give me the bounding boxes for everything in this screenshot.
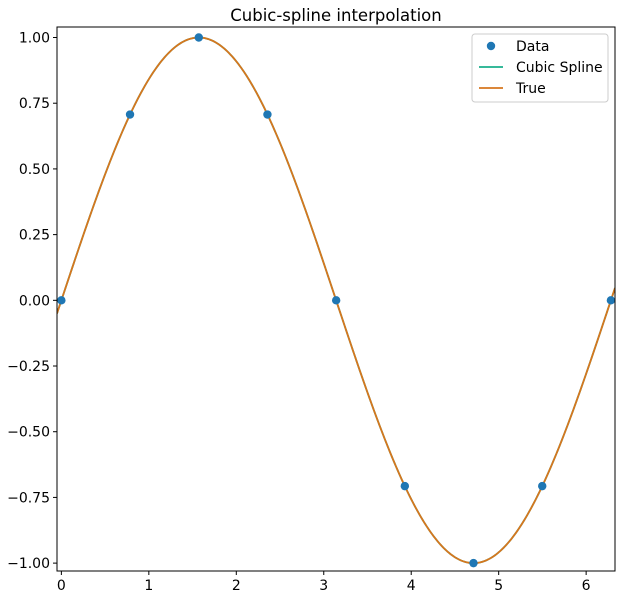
y-tick-label: 0.75 bbox=[19, 96, 50, 112]
legend-label-data: Data bbox=[516, 39, 549, 55]
y-tick-label: 1.00 bbox=[19, 31, 50, 47]
series-layer bbox=[57, 33, 616, 568]
legend-box bbox=[471, 33, 609, 103]
legend: Data Cubic Spline True bbox=[471, 33, 609, 103]
y-tick-label: −0.25 bbox=[7, 359, 50, 375]
y-tick-label: 0.25 bbox=[19, 228, 50, 244]
legend-label-true: True bbox=[515, 81, 546, 97]
data-point bbox=[538, 481, 547, 491]
data-point bbox=[125, 110, 135, 119]
data-point bbox=[606, 296, 616, 305]
data-point bbox=[194, 33, 203, 42]
plot-frame bbox=[56, 26, 616, 572]
x-tick-label: 4 bbox=[407, 578, 416, 594]
x-tick-label: 6 bbox=[582, 578, 591, 594]
data-point bbox=[400, 481, 410, 491]
chart-title: Cubic-spline interpolation bbox=[230, 6, 441, 25]
data-point bbox=[263, 110, 272, 119]
legend-label-cubic-spline: Cubic Spline bbox=[516, 60, 603, 76]
y-tick-label: −0.75 bbox=[7, 490, 50, 506]
data-point bbox=[331, 296, 341, 305]
y-tick-label: 0.50 bbox=[19, 162, 50, 178]
data-point bbox=[469, 558, 478, 568]
data-point bbox=[57, 296, 66, 305]
y-tick-label: 0.00 bbox=[19, 293, 50, 309]
y-tick-label: −1.00 bbox=[7, 556, 50, 572]
y-tick-label: −0.50 bbox=[7, 425, 50, 441]
x-tick-label: 0 bbox=[57, 578, 66, 594]
x-tick-label: 2 bbox=[232, 578, 241, 594]
axes-layer: 0 1 2 3 4 5 6 1.00 0.75 0.50 0.25 0.00 −0.25 −0.50 −0.… bbox=[7, 26, 616, 594]
x-tick-label: 5 bbox=[494, 578, 503, 594]
x-tick-label: 3 bbox=[319, 578, 328, 594]
x-tick-label: 1 bbox=[144, 578, 153, 594]
legend-marker-data bbox=[486, 41, 496, 51]
